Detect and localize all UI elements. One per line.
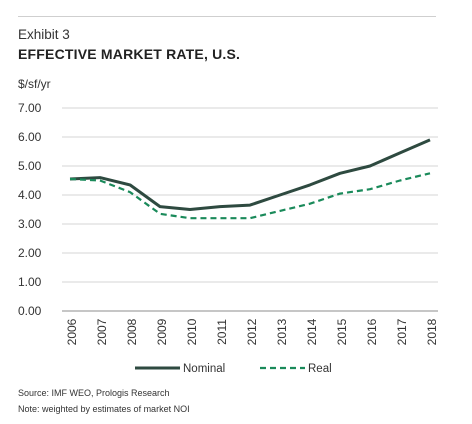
x-tick-label: 2008 xyxy=(125,318,139,345)
y-axis-ticks: 0.00 1.00 2.00 3.00 4.00 5.00 6.00 7.00 xyxy=(18,101,42,318)
y-tick-label: 3.00 xyxy=(18,217,42,231)
x-tick-label: 2006 xyxy=(65,318,79,345)
legend-label-nominal: Nominal xyxy=(183,363,225,375)
series-nominal-line xyxy=(69,138,431,211)
x-tick-label: 2014 xyxy=(305,318,319,345)
series-lines xyxy=(69,138,431,220)
y-tick-label: 7.00 xyxy=(18,101,42,115)
source-note: Source: IMF WEO, Prologis Research xyxy=(18,388,170,398)
y-tick-label: 2.00 xyxy=(18,246,42,260)
legend: Nominal Real xyxy=(135,363,332,375)
x-tick-label: 2009 xyxy=(155,318,169,345)
x-tick-label: 2018 xyxy=(425,318,439,345)
gridlines xyxy=(62,107,438,312)
x-tick-label: 2016 xyxy=(365,318,379,345)
x-tick-label: 2010 xyxy=(185,318,199,345)
x-tick-label: 2012 xyxy=(245,318,259,345)
y-tick-label: 1.00 xyxy=(18,275,42,289)
y-axis-units: $/sf/yr xyxy=(18,77,51,91)
y-tick-label: 5.00 xyxy=(18,159,42,173)
chart-title: EFFECTIVE MARKET RATE, U.S. xyxy=(18,46,241,62)
x-tick-label: 2015 xyxy=(335,318,349,345)
exhibit-label: Exhibit 3 xyxy=(18,27,70,42)
legend-label-real: Real xyxy=(308,363,332,375)
x-tick-label: 2017 xyxy=(395,318,409,345)
x-tick-label: 2013 xyxy=(275,318,289,345)
y-tick-label: 0.00 xyxy=(18,304,42,318)
x-axis-ticks: 2006 2007 2008 2009 2010 2011 2012 2013 2014 2015… xyxy=(65,318,439,345)
series-real-line xyxy=(69,172,431,220)
x-tick-label: 2007 xyxy=(95,318,109,345)
y-tick-label: 4.00 xyxy=(18,188,42,202)
top-rule xyxy=(18,16,436,17)
y-tick-label: 6.00 xyxy=(18,130,42,144)
footnote: Note: weighted by estimates of market NO… xyxy=(18,404,190,414)
x-tick-label: 2011 xyxy=(215,319,229,345)
